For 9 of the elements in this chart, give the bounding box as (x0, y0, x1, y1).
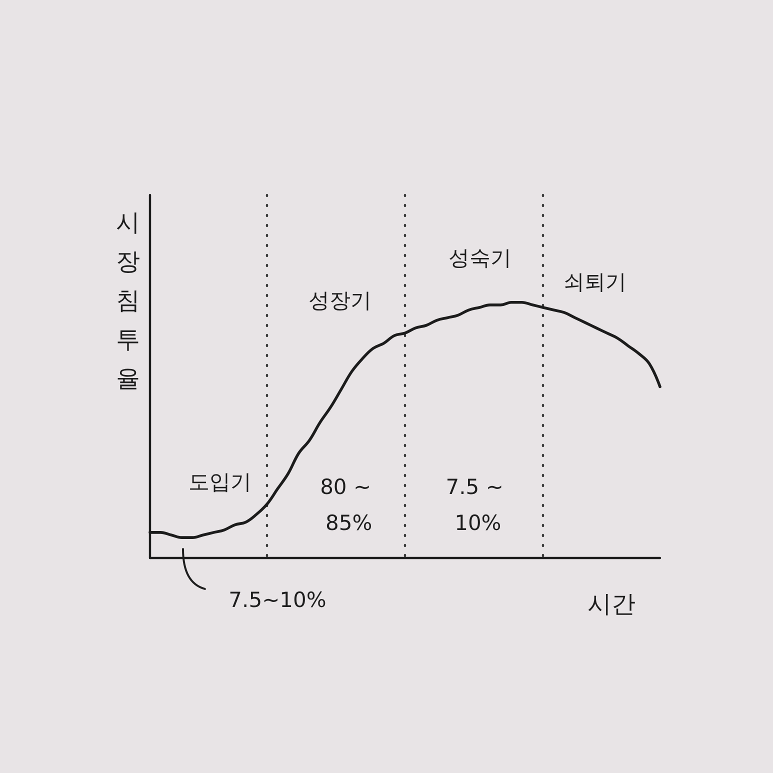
text: 성숙기 (448, 246, 512, 270)
x-axis-title: 시간 (588, 590, 636, 618)
annotation: 도입기 (188, 470, 252, 494)
annotation: 성장기 (308, 288, 372, 312)
text: 7.5~10% (228, 588, 326, 612)
y-axis-title: 시장침투율 (116, 208, 140, 392)
annotation: 7.5 ~ 10% (446, 475, 510, 535)
text: 쇠퇴기 (564, 270, 627, 294)
annotation: 80 ~ 85% (320, 475, 378, 535)
